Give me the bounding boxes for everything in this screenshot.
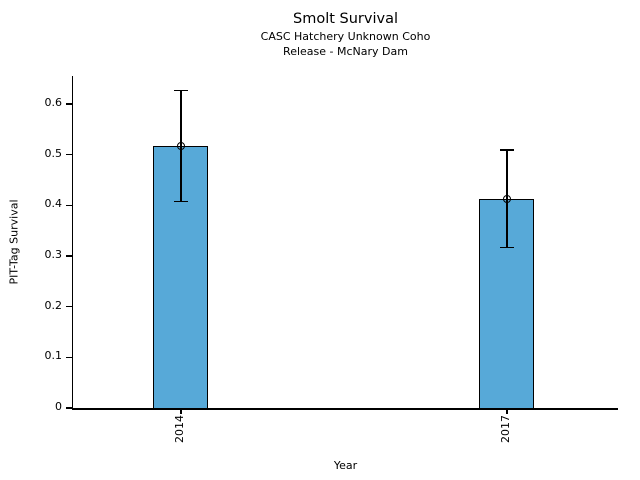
error-bar-cap-top — [499, 149, 514, 151]
y-tick — [65, 407, 72, 409]
x-tick — [506, 409, 508, 414]
y-tick — [65, 255, 72, 257]
y-tick-label: 0.4 — [44, 197, 63, 211]
error-bar-cap-bottom — [173, 200, 188, 203]
y-tick — [65, 305, 72, 308]
x-axis-spine — [71, 408, 618, 410]
data-point-marker — [502, 195, 511, 204]
y-tick — [65, 103, 72, 105]
y-tick — [65, 204, 72, 206]
y-axis-label: PIT-Tag Survival — [7, 199, 21, 285]
y-tick-label: 0.1 — [44, 349, 63, 363]
data-point-marker — [176, 141, 185, 150]
y-tick-label: 0.3 — [44, 247, 63, 261]
x-tick-label: 2017 — [498, 415, 512, 443]
chart-subtitle-line2: Release - McNary Dam — [283, 45, 408, 58]
x-axis-label: Year — [333, 459, 358, 472]
y-tick — [65, 153, 72, 156]
y-tick — [65, 356, 72, 359]
chart-subtitle-line1: CASC Hatchery Unknown Coho — [260, 30, 431, 43]
error-bar-cap-top — [173, 89, 188, 92]
x-tick-label: 2014 — [172, 415, 186, 443]
error-bar-cap-bottom — [499, 246, 514, 249]
y-tick-label: 0.5 — [44, 146, 63, 160]
chart-title: Smolt Survival — [293, 11, 398, 27]
y-tick-label: 0.6 — [44, 95, 63, 109]
y-axis-spine — [71, 76, 73, 410]
x-tick — [180, 409, 182, 414]
y-tick-label: 0.2 — [44, 298, 63, 312]
y-tick-label: 0 — [55, 400, 62, 413]
